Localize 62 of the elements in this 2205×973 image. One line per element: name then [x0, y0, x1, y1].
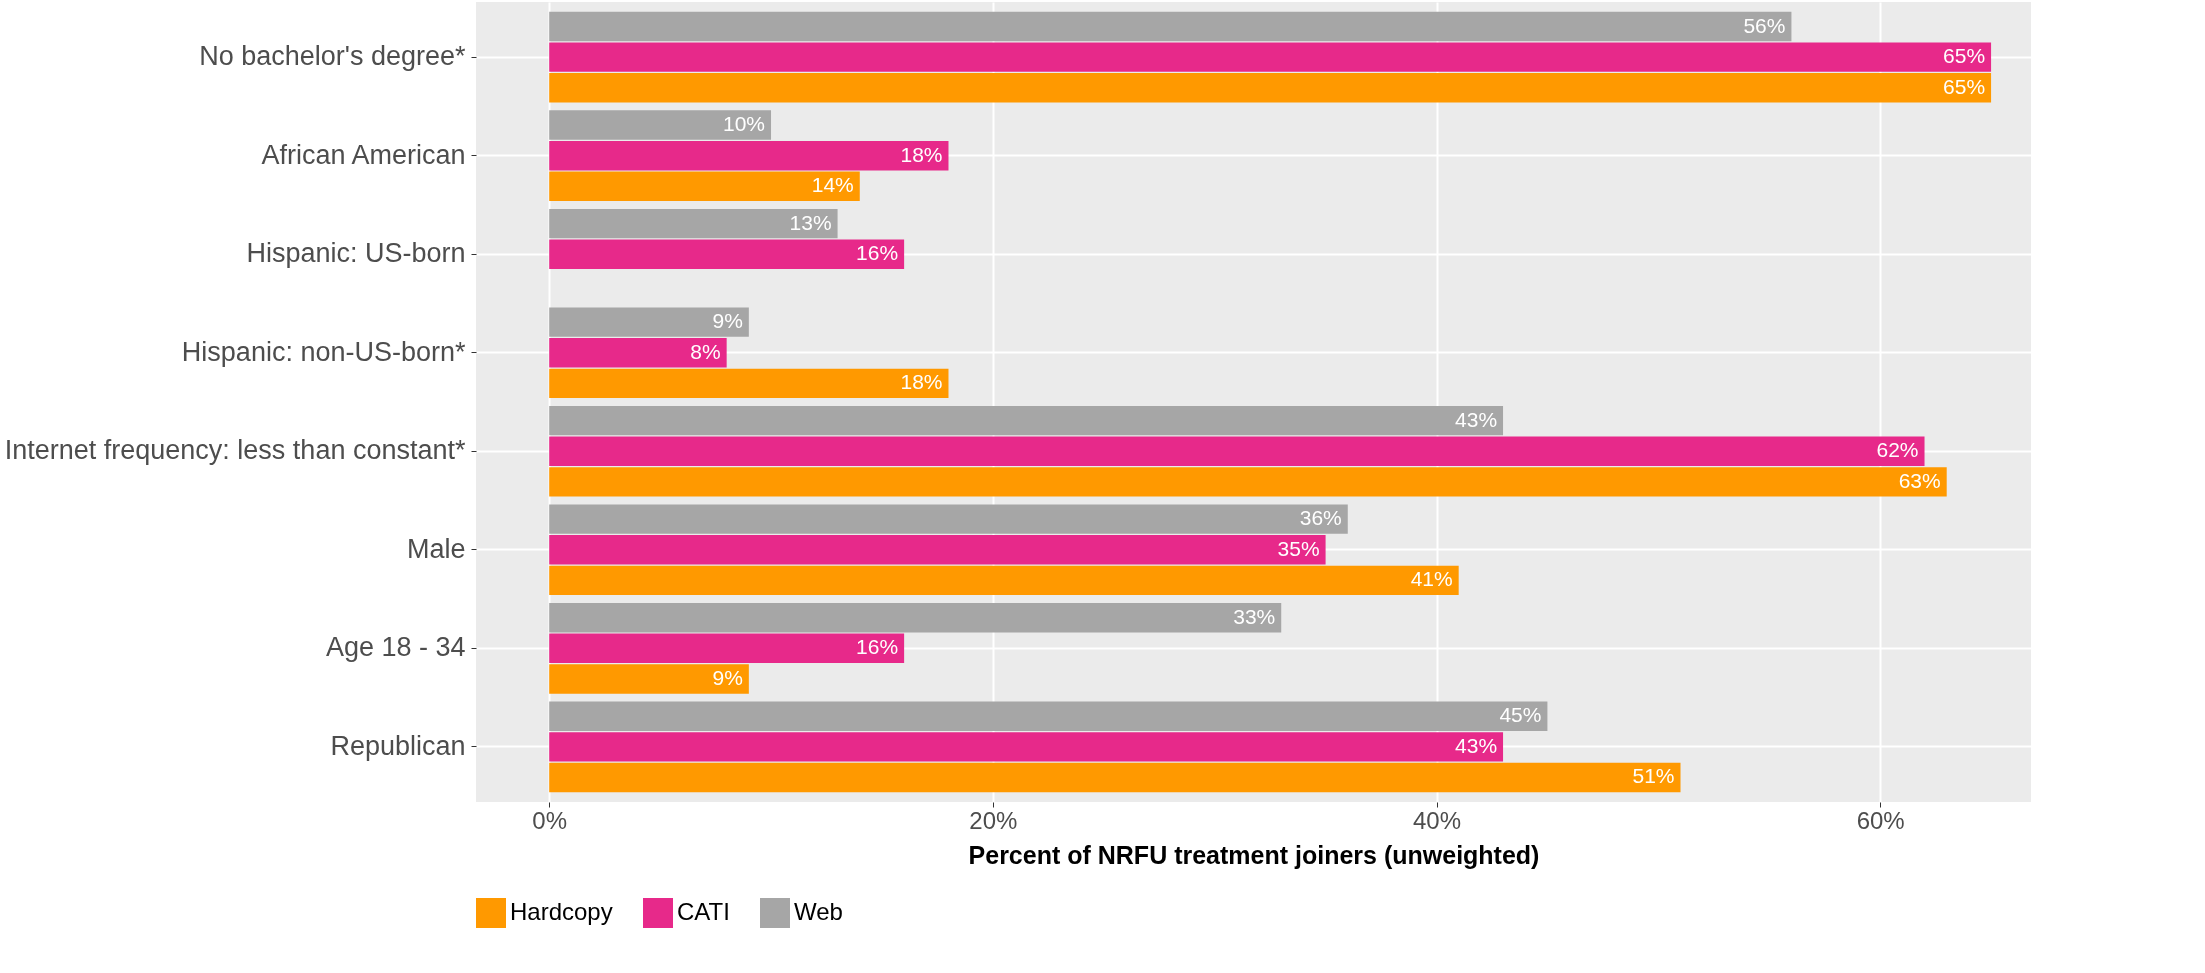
bar — [549, 664, 749, 694]
data-label: 43% — [1455, 407, 1498, 431]
bar — [549, 436, 1925, 466]
x-tick-label: 40% — [1412, 806, 1462, 834]
data-label: 13% — [789, 210, 832, 234]
data-label: 45% — [1499, 703, 1542, 727]
data-label: 9% — [712, 665, 743, 689]
bar — [549, 42, 1992, 72]
bar — [549, 307, 749, 337]
legend-label: Web — [794, 898, 843, 925]
data-label: 65% — [1943, 74, 1986, 98]
bar — [549, 535, 1326, 565]
data-label: 16% — [856, 241, 899, 265]
bar — [549, 368, 949, 399]
data-label: 43% — [1455, 733, 1498, 757]
x-axis-title: Percent of NRFU treatment joiners (unweighted) — [968, 840, 1540, 869]
y-tick-label: Internet frequency: less than constant* — [4, 435, 466, 466]
data-label: 36% — [1299, 506, 1342, 530]
bar — [549, 565, 1459, 596]
bar — [549, 762, 1681, 793]
data-label: 9% — [712, 309, 743, 333]
data-label: 63% — [1898, 468, 1941, 492]
y-tick-label: Male — [406, 533, 466, 564]
bar — [549, 110, 772, 140]
data-label: 56% — [1743, 13, 1786, 37]
bar — [549, 11, 1792, 42]
bar — [549, 73, 1992, 103]
bar — [549, 171, 860, 202]
y-tick-label: Republican — [330, 730, 466, 761]
bar — [549, 208, 838, 239]
bar — [549, 338, 727, 368]
data-label: 35% — [1277, 536, 1320, 560]
legend-label: Hardcopy — [510, 898, 613, 925]
legend-label: CATI — [677, 898, 730, 925]
data-label: 51% — [1632, 764, 1675, 788]
data-label: 16% — [856, 635, 899, 659]
data-label: 18% — [900, 370, 943, 394]
data-label: 41% — [1410, 567, 1453, 591]
data-label: 8% — [690, 339, 721, 363]
data-label: 65% — [1943, 44, 1986, 68]
bar — [549, 504, 1348, 534]
bar — [549, 405, 1504, 436]
y-tick-label: Hispanic: US-born — [246, 238, 466, 269]
y-tick-label: Hispanic: non-US-born* — [181, 336, 466, 367]
bar — [549, 239, 905, 269]
bar — [549, 141, 949, 171]
bar — [549, 732, 1504, 762]
y-tick-label: Age 18 - 34 — [325, 632, 466, 663]
x-tick-label: 20% — [969, 806, 1018, 834]
data-label: 62% — [1876, 438, 1919, 462]
data-label: 18% — [900, 142, 943, 166]
data-label: 10% — [723, 112, 766, 136]
bar — [549, 602, 1282, 633]
x-tick-label: 60% — [1856, 806, 1905, 834]
y-tick-label: No bachelor's degree* — [199, 41, 466, 72]
bar — [549, 633, 905, 663]
bar — [549, 467, 1947, 497]
x-tick-label: 0% — [532, 806, 568, 834]
data-label: 14% — [811, 173, 854, 197]
bar — [549, 701, 1548, 731]
y-tick-label: African American — [261, 139, 466, 170]
data-label: 33% — [1233, 604, 1276, 628]
